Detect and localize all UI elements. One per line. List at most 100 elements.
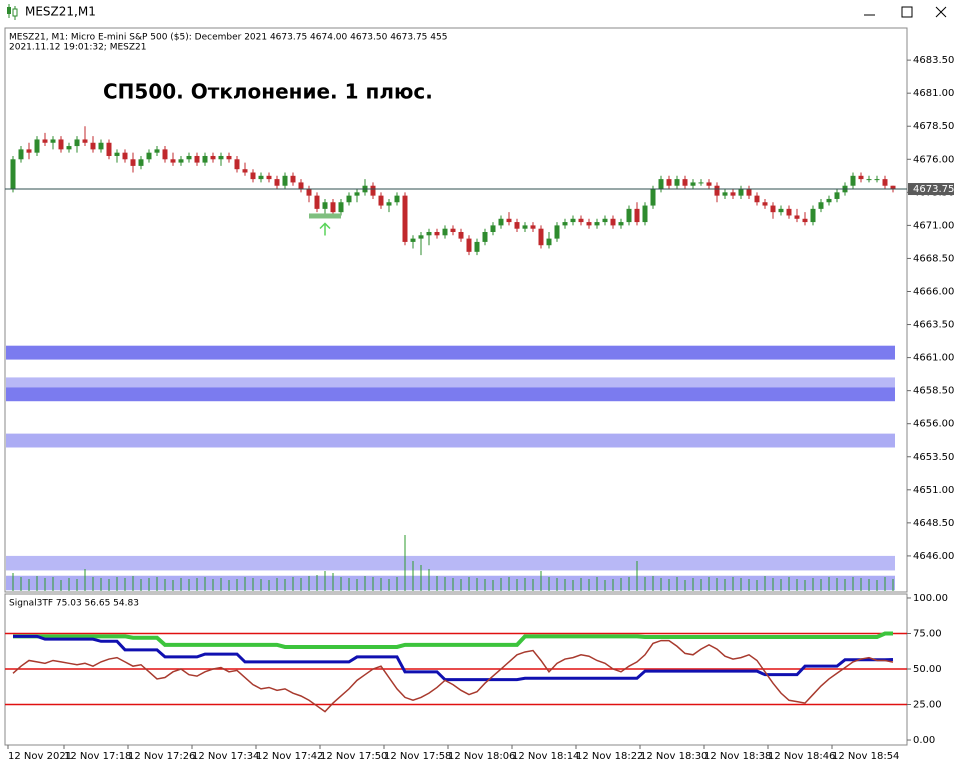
candle-body	[754, 195, 760, 203]
candle-body	[874, 179, 880, 181]
signal-arrow	[319, 222, 331, 236]
maximize-button[interactable]	[901, 6, 913, 18]
candle-body	[218, 155, 224, 160]
candle-body	[42, 139, 48, 143]
candle-body	[130, 159, 136, 166]
candle-body	[298, 182, 304, 190]
candle-body	[866, 179, 872, 181]
candle-body	[482, 231, 488, 242]
candle-body	[138, 159, 144, 166]
candle-body	[690, 182, 696, 186]
candle-body	[506, 218, 512, 223]
candle-body	[706, 182, 712, 186]
candle-body	[34, 139, 40, 153]
candle-body	[498, 218, 504, 226]
candle-body	[10, 159, 16, 190]
candle-body	[346, 195, 352, 203]
candle-body	[882, 179, 888, 186]
candle-body	[538, 228, 544, 246]
y-tick-label: 50.00	[913, 664, 942, 675]
y-tick-label: 4663.50	[913, 320, 954, 331]
y-tick-label: 4676.00	[913, 154, 954, 165]
indicator-line	[13, 634, 894, 682]
candle-body	[610, 218, 616, 226]
candle-body	[338, 202, 344, 213]
candle-body	[250, 172, 256, 180]
candle-body	[282, 175, 288, 186]
candle-body	[490, 225, 496, 232]
candle-body	[514, 222, 520, 229]
candle-body	[562, 222, 568, 226]
candle-body	[58, 139, 64, 150]
y-tick-label: 25.00	[913, 700, 942, 711]
indicator-title: Signal3TF 75.03 56.65 54.83	[9, 599, 139, 609]
y-tick-label: 0.00	[913, 735, 935, 746]
x-tick-label: 12 Nov 18:30	[640, 751, 707, 762]
candle-body	[314, 195, 320, 209]
x-tick-label: 12 Nov 18:54	[832, 751, 899, 762]
candle-body	[106, 142, 112, 156]
candle-body	[818, 202, 824, 209]
price-zone	[6, 377, 895, 388]
candle-body	[850, 175, 856, 186]
candle-body	[114, 152, 120, 156]
y-tick-label: 4678.50	[913, 121, 954, 132]
candle-body	[786, 208, 792, 216]
candle-body	[202, 155, 208, 163]
y-tick-label: 4653.50	[913, 452, 954, 463]
candle-body	[762, 202, 768, 206]
candle-body	[602, 218, 608, 223]
y-tick-label: 75.00	[913, 628, 942, 639]
candle-body	[746, 189, 752, 196]
candle-body	[578, 218, 584, 223]
candle-body	[98, 142, 104, 150]
candle-body	[738, 189, 744, 196]
candle-body	[634, 208, 640, 223]
candle-body	[26, 149, 32, 153]
candle-body	[834, 192, 840, 199]
y-tick-label: 4668.50	[913, 253, 954, 264]
candle-body	[442, 228, 448, 236]
candle-body	[266, 175, 272, 180]
candle-body	[474, 241, 480, 252]
y-tick-label: 4646.00	[913, 551, 954, 562]
y-tick-label: 100.00	[913, 593, 948, 604]
candle-body	[394, 195, 400, 203]
candle-body	[122, 152, 128, 160]
candle-body	[618, 222, 624, 226]
candle-body	[810, 208, 816, 223]
y-tick-label: 4648.50	[913, 518, 954, 529]
candle-body	[594, 222, 600, 226]
candle-body	[858, 175, 864, 180]
candle-body	[330, 202, 336, 213]
candle-body	[178, 159, 184, 163]
x-tick-label: 12 Nov 18:22	[576, 751, 643, 762]
candle-body	[226, 155, 232, 160]
candle-body	[322, 202, 328, 209]
candle-body	[650, 189, 656, 206]
candle-body	[242, 169, 248, 173]
close-button[interactable]	[935, 6, 947, 18]
candle-body	[274, 179, 280, 186]
last-price-box	[908, 183, 954, 196]
candle-body	[234, 159, 240, 170]
x-tick-label: 12 Nov 18:06	[448, 751, 515, 762]
candle-body	[722, 192, 728, 196]
candle-body	[546, 238, 552, 246]
candle-body	[586, 222, 592, 226]
candle-body	[826, 198, 832, 203]
candle-body	[530, 225, 536, 229]
candle-body	[402, 195, 408, 242]
x-tick-label: 12 Nov 18:38	[704, 751, 771, 762]
candle-body	[290, 175, 296, 183]
x-tick-label: 12 Nov 17:26	[128, 751, 195, 762]
x-tick-label: 12 Nov 17:42	[256, 751, 323, 762]
candle-body	[626, 208, 632, 223]
y-tick-label: 4671.00	[913, 220, 954, 231]
candle-body	[890, 185, 896, 190]
candle-body	[434, 231, 440, 236]
candle-body	[714, 185, 720, 196]
x-tick-label: 12 Nov 17:58	[384, 751, 451, 762]
candle-body	[778, 208, 784, 213]
